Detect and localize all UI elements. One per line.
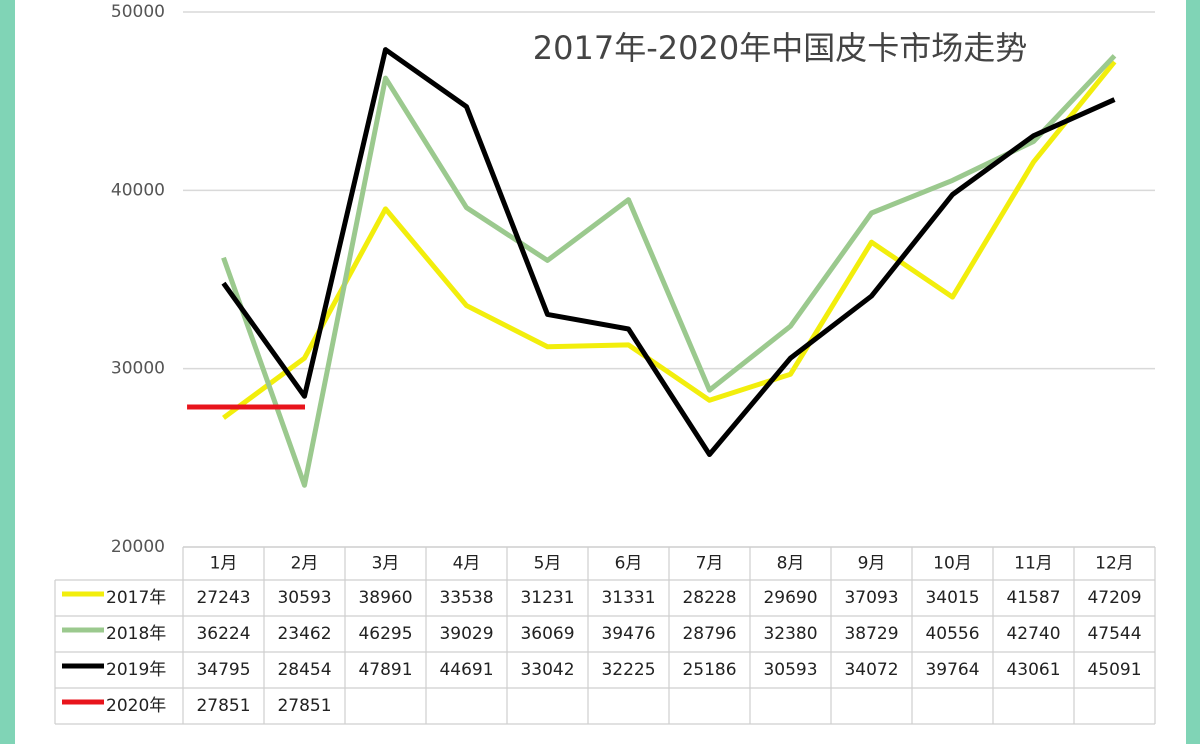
x-tick-label: 5月 [534,554,562,574]
table-value: 36224 [196,624,250,644]
table-value: 37093 [844,588,898,608]
table-value: 46295 [358,624,412,644]
x-tick-label: 12月 [1095,554,1134,574]
table-value: 38960 [358,588,412,608]
table-value: 47891 [358,660,412,680]
y-tick-label: 20000 [111,537,165,557]
table-value: 42740 [1006,624,1060,644]
table-value: 27851 [277,696,331,716]
table-value: 34015 [925,588,979,608]
table-value: 33042 [520,660,574,680]
table-value: 45091 [1087,660,1141,680]
x-tick-label: 11月 [1014,554,1053,574]
x-tick-label: 3月 [372,554,400,574]
table-value: 29690 [763,588,817,608]
y-tick-label: 50000 [111,2,165,22]
x-tick-label: 10月 [933,554,972,574]
x-tick-label: 2月 [291,554,319,574]
table-value: 31331 [601,588,655,608]
series-line [221,54,1117,488]
table-value: 27243 [196,588,250,608]
x-tick-label: 4月 [453,554,481,574]
y-tick-label: 40000 [111,180,165,200]
x-tick-label: 6月 [615,554,643,574]
table-value: 28796 [682,624,736,644]
table-value: 39476 [601,624,655,644]
series-line [221,47,1116,458]
series-line [222,60,1117,420]
table-value: 33538 [439,588,493,608]
table-value: 32225 [601,660,655,680]
table-value: 25186 [682,660,736,680]
table-value: 27851 [196,696,250,716]
table-value: 30593 [277,588,331,608]
y-tick-label: 30000 [111,359,165,379]
table-value: 40556 [925,624,979,644]
table-value: 41587 [1006,588,1060,608]
table-value: 31231 [520,588,574,608]
table-value: 23462 [277,624,331,644]
legend-label: 2018年 [106,624,166,644]
table-value: 32380 [763,624,817,644]
table-value: 34072 [844,660,898,680]
legend-label: 2019年 [106,660,166,680]
table-value: 28454 [277,660,331,680]
table-value: 36069 [520,624,574,644]
table-value: 44691 [439,660,493,680]
table-value: 28228 [682,588,736,608]
legend-label: 2017年 [106,588,166,608]
chart-title: 2017年-2020年中国皮卡市场走势 [533,29,1027,67]
right-strip [1186,0,1200,744]
table-value: 39029 [439,624,493,644]
table-value: 47544 [1087,624,1141,644]
table-value: 38729 [844,624,898,644]
table-value: 30593 [763,660,817,680]
x-tick-label: 8月 [777,554,805,574]
table-value: 34795 [196,660,250,680]
x-tick-label: 7月 [696,554,724,574]
table-value: 39764 [925,660,979,680]
left-strip [0,0,15,744]
table-value: 47209 [1087,588,1141,608]
x-tick-label: 1月 [210,554,238,574]
legend-label: 2020年 [106,696,166,716]
x-tick-label: 9月 [858,554,886,574]
table-value: 43061 [1006,660,1060,680]
